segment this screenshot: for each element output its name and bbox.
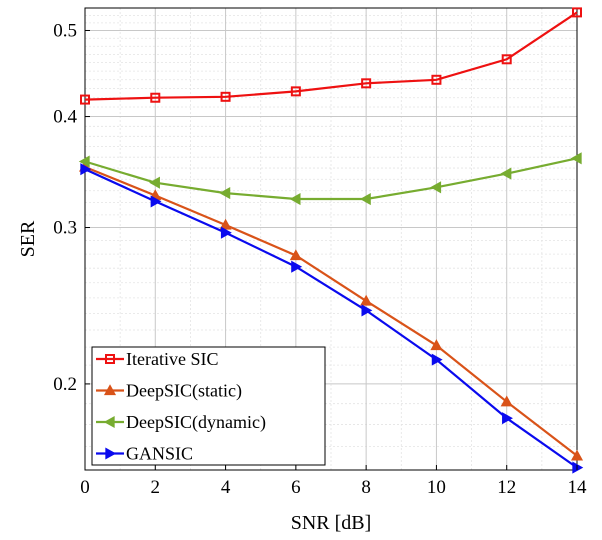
data-point bbox=[360, 294, 373, 306]
data-point bbox=[150, 195, 162, 208]
series-0 bbox=[80, 7, 582, 105]
legend-label: Iterative SIC bbox=[126, 349, 218, 369]
data-point bbox=[219, 187, 231, 200]
y-tick-label: 0.2 bbox=[53, 374, 77, 395]
data-point bbox=[80, 163, 92, 176]
x-tick-label: 0 bbox=[80, 477, 90, 498]
legend-label: DeepSIC(dynamic) bbox=[126, 412, 266, 433]
data-point bbox=[502, 412, 513, 425]
data-point bbox=[500, 395, 513, 407]
legend-entry: DeepSIC(dynamic) bbox=[96, 412, 266, 433]
series-line bbox=[84, 157, 578, 201]
data-point bbox=[289, 192, 301, 206]
data-point bbox=[431, 74, 442, 85]
x-tick-label: 12 bbox=[497, 477, 516, 498]
series-line bbox=[84, 165, 578, 457]
data-point bbox=[290, 86, 301, 97]
series-line bbox=[84, 11, 578, 101]
legend-entry: Iterative SIC bbox=[96, 349, 218, 369]
data-point bbox=[149, 176, 160, 189]
x-tick-label: 6 bbox=[291, 477, 301, 498]
x-axis-label: SNR [dB] bbox=[291, 512, 372, 534]
y-tick-label: 0.5 bbox=[53, 20, 77, 41]
data-point bbox=[78, 155, 90, 168]
data-point bbox=[220, 226, 232, 239]
legend-label: DeepSIC(static) bbox=[126, 381, 242, 402]
data-point bbox=[431, 353, 443, 366]
legend-label: GANSIC bbox=[126, 444, 193, 464]
data-point bbox=[359, 192, 371, 206]
legend-box bbox=[91, 346, 326, 466]
data-point bbox=[570, 152, 582, 165]
x-tick-label: 8 bbox=[361, 477, 371, 498]
data-point bbox=[150, 92, 161, 103]
legend-swatch-marker bbox=[105, 354, 115, 364]
data-point bbox=[572, 7, 582, 18]
legend-entry: DeepSIC(static) bbox=[96, 381, 242, 402]
data-point bbox=[80, 94, 90, 105]
series-2 bbox=[78, 152, 582, 206]
data-point bbox=[570, 449, 584, 461]
data-point bbox=[430, 181, 442, 194]
data-point bbox=[572, 461, 584, 474]
legend-swatch-marker bbox=[105, 447, 117, 460]
data-point bbox=[430, 339, 443, 351]
tick-layer: 0 2 4 6 8 10 12 14 0.2 0.3 0.4 0.5 bbox=[53, 20, 587, 498]
x-tick-label: 14 bbox=[568, 477, 588, 498]
plot-frame bbox=[84, 7, 578, 471]
x-tick-label: 4 bbox=[221, 477, 231, 498]
series-line bbox=[84, 168, 578, 469]
x-tick-label: 10 bbox=[427, 477, 446, 498]
data-point bbox=[291, 260, 303, 273]
legend: Iterative SIC DeepSIC(static) DeepSIC(dyna… bbox=[91, 346, 326, 466]
legend-swatch-marker bbox=[103, 415, 115, 429]
y-tick-label: 0.4 bbox=[53, 107, 77, 128]
x-tick-label: 2 bbox=[151, 477, 161, 498]
data-point bbox=[220, 91, 231, 102]
data-point bbox=[361, 304, 373, 317]
legend-swatch-marker bbox=[103, 384, 117, 396]
y-tick-label: 0.3 bbox=[53, 218, 77, 239]
grid bbox=[84, 8, 578, 470]
data-point bbox=[501, 54, 512, 65]
y-axis-label: SER bbox=[17, 220, 39, 257]
series-3 bbox=[80, 163, 584, 474]
data-point bbox=[500, 167, 512, 180]
data-point bbox=[219, 218, 232, 230]
data-point bbox=[289, 249, 302, 261]
legend-entry: GANSIC bbox=[96, 444, 193, 464]
series-layer bbox=[78, 7, 584, 474]
data-point bbox=[361, 78, 372, 89]
